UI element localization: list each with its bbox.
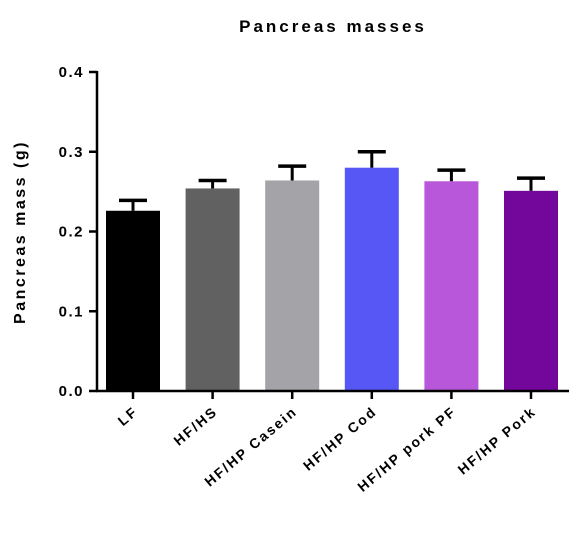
bar-1 [185,188,240,391]
y-tick-label-0: 0.0 [59,383,84,400]
bar-4 [424,181,479,391]
y-tick-label-3: 0.3 [59,144,84,161]
bar-2 [265,180,320,391]
axes-group [89,70,569,399]
y-ticks-group: 0.0 0.1 0.2 0.3 0.4 [59,64,84,400]
bar-5 [504,190,558,391]
bars-group [106,167,558,391]
error-bars-group [119,150,545,211]
y-tick-label-2: 0.2 [59,224,84,241]
chart-title: Pancreas masses [239,17,427,36]
y-tick-label-4: 0.4 [59,64,84,81]
bar-0 [106,210,160,391]
x-tick-label-0: LF [114,403,140,429]
x-tick-label-3: HF/HP Cod [300,403,380,474]
bar-3 [344,167,399,391]
y-tick-label-1: 0.1 [59,303,84,320]
y-axis-label: Pancreas mass (g) [12,140,29,324]
x-tick-label-5: HF/HP Pork [455,403,539,477]
x-tick-label-1: HF/HS [170,403,220,449]
